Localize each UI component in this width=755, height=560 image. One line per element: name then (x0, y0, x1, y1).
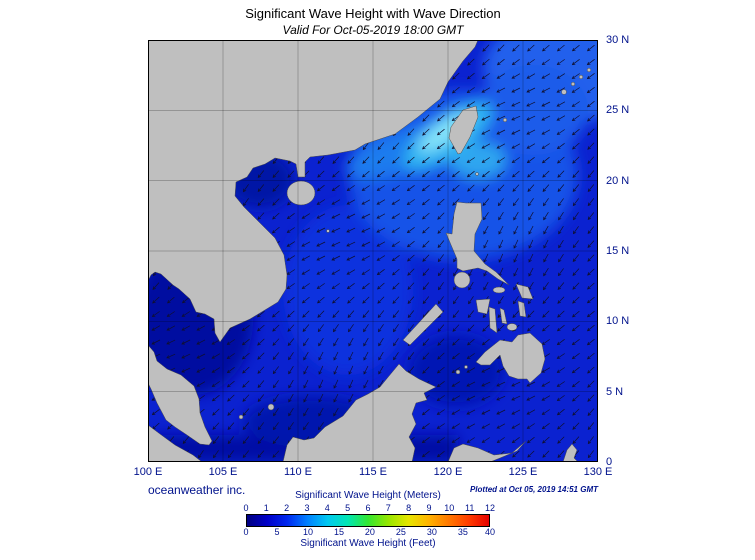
land-palawan (402, 303, 444, 346)
land-taiwan (448, 105, 479, 155)
land-negros (488, 306, 498, 334)
chart-subtitle: Valid For Oct-05-2019 18:00 GMT (282, 23, 464, 37)
colorbar-tick-label: 8 (406, 503, 412, 513)
colorbar-tick-label: 5 (345, 503, 351, 513)
longitude-axis: 100 E 105 E 110 E 115 E 120 E 125 E 130 E (134, 466, 613, 480)
map-canvas (148, 40, 598, 462)
plotted-at-text: Plotted at Oct 05, 2019 14:51 GMT (469, 485, 598, 494)
colorbar-tick-label: 0 (243, 503, 249, 513)
colorbar-tick-label: 12 (484, 503, 496, 513)
land-hainan (286, 180, 316, 206)
land-paracel (326, 229, 330, 233)
land-luzon (445, 201, 510, 286)
colorbar-tick-label: 10 (444, 503, 455, 513)
land-sulawesi (447, 440, 527, 462)
lat-tick-label: 15 N (606, 245, 630, 257)
land-sumatra (148, 424, 203, 462)
land-panay (475, 298, 491, 315)
colorbar-tick-label: 9 (426, 503, 432, 513)
lon-tick-label: 100 E (133, 466, 163, 478)
land-malay-peninsula (148, 344, 213, 446)
land-cebu (499, 307, 508, 325)
chart-title: Significant Wave Height with Wave Direct… (245, 6, 501, 21)
land-masses (148, 40, 592, 462)
colorbar-tick-label: 6 (365, 503, 371, 513)
lat-tick-label: 0 (606, 456, 613, 468)
lon-tick-label: 130 E (583, 466, 613, 478)
colorbar-meters-ticks: 0 1 2 3 4 5 6 7 8 9 10 11 12 (243, 503, 495, 514)
colorbar-tick-label: 25 (395, 527, 406, 537)
colorbar-tick-label: 15 (333, 527, 344, 537)
land-bohol (506, 323, 518, 331)
lon-tick-label: 120 E (433, 466, 463, 478)
land-samar (515, 283, 534, 300)
land-mindoro (453, 271, 471, 289)
colorbar-tick-label: 5 (274, 527, 280, 537)
colorbar-tick-label: 11 (465, 503, 475, 513)
land-anambas (238, 414, 244, 420)
land-halmahera (562, 443, 579, 462)
colorbar-tick-label: 1 (263, 503, 269, 513)
chart-header: Significant Wave Height with Wave Direct… (148, 6, 598, 37)
land-ryukyu-4 (586, 67, 592, 73)
colorbar-feet-label: Significant Wave Height (Feet) (300, 538, 436, 549)
colorbar-tick-label: 2 (284, 503, 290, 513)
colorbar-meters-label: Significant Wave Height (Meters) (295, 490, 441, 501)
lon-tick-label: 125 E (508, 466, 538, 478)
lat-tick-label: 5 N (606, 385, 624, 398)
map-frame (148, 40, 598, 462)
land-masbate (492, 286, 506, 294)
land-sulu-2 (464, 365, 468, 369)
land-mindanao (475, 332, 546, 384)
colorbar-tick-label: 3 (304, 503, 310, 513)
land-china-indochina (148, 40, 479, 343)
land-sulu-1 (455, 369, 461, 375)
colorbar-tick-label: 10 (302, 527, 313, 537)
land-yaeyama (502, 117, 508, 123)
graticule-grid-lines (148, 40, 598, 462)
lat-tick-label: 30 N (606, 34, 630, 46)
lon-tick-label: 110 E (284, 466, 312, 478)
lat-tick-label: 10 N (606, 315, 630, 328)
lon-tick-label: 105 E (208, 466, 238, 478)
land-leyte (517, 300, 527, 318)
colorbar-tick-label: 35 (457, 527, 468, 537)
land-ryukyu-1 (561, 89, 567, 95)
colorbar-gradient (246, 514, 490, 527)
land-ryukyu-3 (578, 74, 584, 80)
land-ryukyu-2 (570, 81, 576, 87)
lat-tick-label: 20 N (606, 174, 630, 187)
colorbar-tick-label: 20 (364, 527, 375, 537)
land-batanes (475, 172, 479, 176)
latitude-axis: 30 N 25 N 20 N 15 N 10 N 5 N 0 (606, 34, 648, 468)
colorbar-tick-label: 30 (426, 527, 437, 537)
colorbar-tick-label: 0 (243, 527, 249, 537)
colorbar-tick-label: 4 (324, 503, 330, 513)
colorbar-feet-ticks: 0 5 10 15 20 25 30 35 40 (243, 527, 495, 538)
colorbar-tick-label: 40 (484, 527, 496, 537)
lat-tick-label: 25 N (606, 104, 630, 117)
credit-text: oceanweather inc. (148, 483, 246, 497)
colorbar-tick-label: 7 (385, 503, 391, 513)
land-natuna (267, 403, 275, 411)
land-borneo (282, 363, 437, 462)
lon-tick-label: 115 E (359, 466, 387, 478)
